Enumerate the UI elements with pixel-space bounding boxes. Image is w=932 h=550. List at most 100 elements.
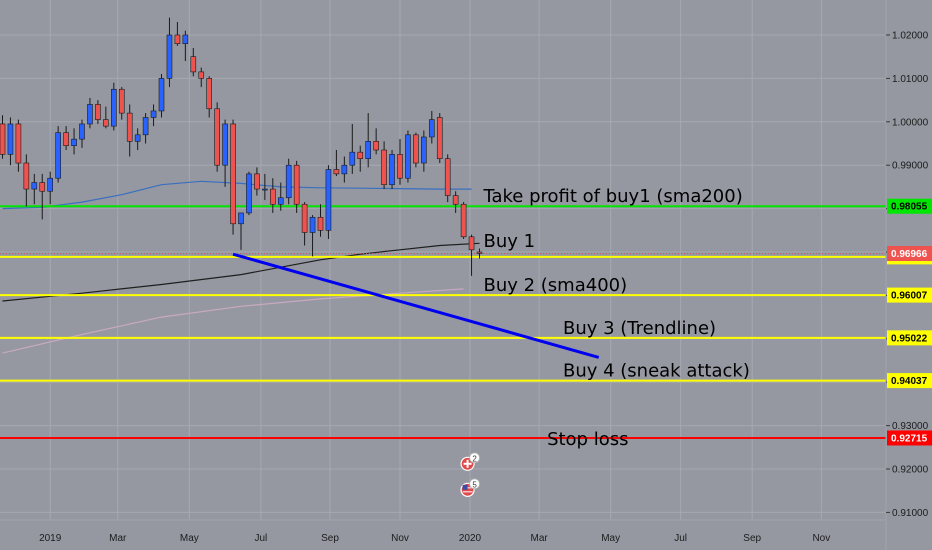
candle-down xyxy=(254,173,260,190)
candle-down xyxy=(444,158,451,196)
candle-down xyxy=(373,141,379,151)
x-tick-label: 2020 xyxy=(459,533,482,544)
candle-up xyxy=(7,123,14,155)
event-badge-count: 2 xyxy=(472,454,477,463)
y-axis-background xyxy=(886,0,932,550)
x-tick-label: Nov xyxy=(391,533,409,544)
candle-up xyxy=(134,134,141,142)
candle-up xyxy=(182,34,189,44)
candle-up xyxy=(246,173,252,214)
x-tick-label: Jul xyxy=(254,533,267,544)
candle-down xyxy=(63,132,69,146)
x-tick-label: Mar xyxy=(109,533,127,544)
candle-down xyxy=(15,123,22,164)
level-annotation: Buy 3 (Trendline) xyxy=(563,318,716,339)
candle-down xyxy=(413,134,419,164)
y-tick-label: 0.99000 xyxy=(892,161,929,172)
candle-down xyxy=(126,112,133,142)
candle-up xyxy=(341,164,348,175)
candle-down xyxy=(0,123,6,155)
candle-up xyxy=(349,151,356,166)
level-price-tag xyxy=(887,287,932,303)
candle-up xyxy=(365,141,372,159)
level-annotation: Buy 4 (sneak attack) xyxy=(563,361,750,382)
candle-down xyxy=(190,56,197,73)
candle-up xyxy=(142,117,149,136)
candle-up xyxy=(166,34,173,79)
y-tick-label: 0.93000 xyxy=(892,421,929,432)
candle-up xyxy=(47,177,54,192)
last-price-tag-text: 0.96966 xyxy=(891,249,928,260)
candle-up xyxy=(428,119,435,138)
candle-down xyxy=(39,182,46,192)
candle-up xyxy=(309,216,316,233)
level-price-tag-text: 0.96007 xyxy=(891,291,928,302)
candle-down xyxy=(174,34,181,44)
candle-down xyxy=(357,151,364,159)
y-tick-label: 0.92000 xyxy=(892,465,929,476)
x-tick-label: May xyxy=(180,533,199,544)
candle-down xyxy=(206,78,212,110)
level-price-tag-text: 0.94037 xyxy=(891,376,928,387)
candle-down xyxy=(436,117,443,159)
level-price-tag-text: 0.95022 xyxy=(891,333,928,344)
candle-up xyxy=(262,188,268,191)
x-tick-label: Sep xyxy=(743,533,761,544)
candle-up xyxy=(421,136,427,164)
candle-up xyxy=(79,123,85,140)
candle-up xyxy=(87,104,93,125)
candle-up xyxy=(277,197,284,205)
price-labels: 0.980550.968880.960070.950220.940370.927… xyxy=(887,198,932,446)
x-axis[interactable]: 2019 Mar May Jul Sep Nov 2020 Mar May Jul Sep Nov xyxy=(0,519,932,550)
trendline-layer xyxy=(232,252,600,359)
candle-down xyxy=(397,154,403,179)
y-tick-label: 1.01000 xyxy=(892,74,929,85)
us-flag-canton xyxy=(462,484,468,490)
level-price-tag xyxy=(887,198,932,214)
x-tick-label: Sep xyxy=(321,533,339,544)
sma-black-line xyxy=(2,242,480,302)
x-tick-label: Jul xyxy=(674,533,687,544)
level-price-tag xyxy=(887,330,932,346)
candle-down xyxy=(269,188,276,205)
x-tick-label: Nov xyxy=(812,533,830,544)
candle-down xyxy=(293,164,300,205)
sma-pink-line xyxy=(2,288,464,354)
candle-down xyxy=(460,203,467,238)
x-tick-label: 2019 xyxy=(39,533,62,544)
y-axis[interactable]: 1.020001.010001.000000.990000.980000.970… xyxy=(885,0,932,550)
swiss-cross-horizontal xyxy=(463,462,472,465)
candle-down xyxy=(381,149,387,186)
candle-down xyxy=(468,236,475,251)
level-price-tag xyxy=(887,373,932,389)
last-price-tag xyxy=(887,245,932,261)
event-badge xyxy=(469,452,480,464)
event-badge xyxy=(469,478,480,490)
trendline xyxy=(232,252,600,359)
candle-down xyxy=(476,251,483,254)
candle-down xyxy=(230,123,236,225)
candle-up xyxy=(55,132,61,179)
candle-up xyxy=(150,110,157,118)
x-tick-label: May xyxy=(601,533,620,544)
sma-blue-line xyxy=(2,180,472,210)
candle-down xyxy=(103,119,109,127)
candle-down xyxy=(198,71,205,79)
annotations: Take profit of buy1 (sma200) Buy 1 Buy 2 (… xyxy=(482,186,749,450)
candle-down xyxy=(317,216,324,231)
candles xyxy=(0,17,483,276)
candle-up xyxy=(285,164,292,199)
candle-down xyxy=(452,195,459,205)
candle-down xyxy=(333,169,340,175)
y-tick-label: 0.91000 xyxy=(892,508,929,519)
candle-down xyxy=(118,88,125,114)
candle-up xyxy=(31,182,38,190)
moving-averages xyxy=(2,180,480,354)
level-annotation: Buy 2 (sma400) xyxy=(483,275,627,296)
event-badge-count: 5 xyxy=(472,480,477,489)
candle-up xyxy=(238,212,244,225)
x-tick-label: Mar xyxy=(531,533,549,544)
level-annotation: Stop loss xyxy=(547,429,628,450)
